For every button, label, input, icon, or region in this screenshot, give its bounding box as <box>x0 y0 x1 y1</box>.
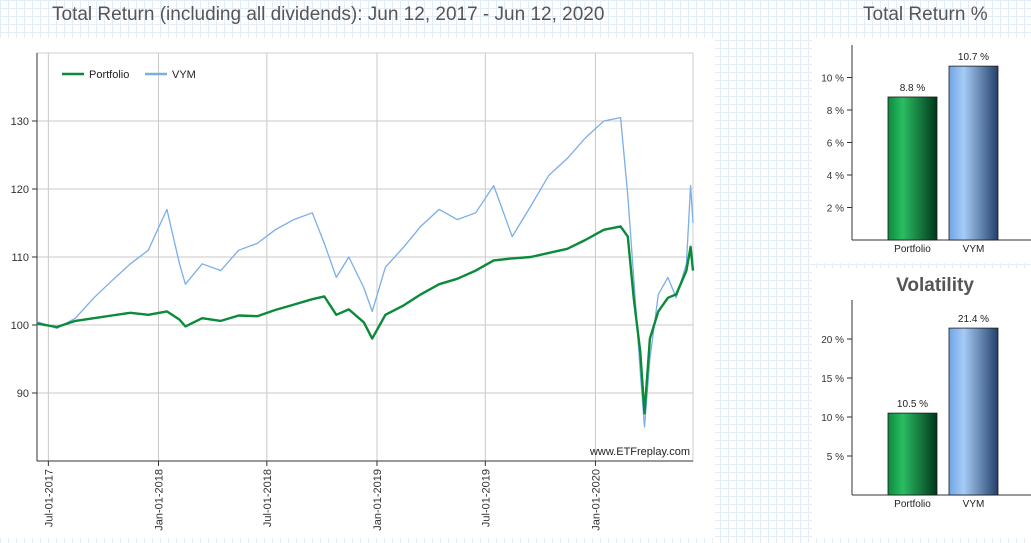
main-chart-title: Total Return (including all dividends): … <box>52 4 605 25</box>
watermark: www.ETFreplay.com <box>589 446 690 458</box>
y-tick-label: 2 % <box>827 204 844 215</box>
legend-label-portfolio: Portfolio <box>89 69 129 81</box>
y-tick-label: 100 <box>11 320 29 332</box>
line-chart: 90 100 110 120 130 Jul-01-2017 Jan-01-2018 Jul-… <box>11 52 695 531</box>
x-tick-label: Jan-01-2020 <box>590 469 602 531</box>
y-tick-label: 8 % <box>827 106 844 117</box>
y-tick-label: 90 <box>17 388 29 400</box>
bar-value-label: 21.4 % <box>958 314 989 325</box>
x-tick-label: Jul-01-2019 <box>480 469 492 527</box>
x-tick-label: Jan-01-2018 <box>154 469 166 531</box>
series-line-vym <box>36 116 694 428</box>
volatility-bar-panel: Volatility 5 % 10 % 15 % 20 % 10.5 % Portfolio… <box>812 268 1031 538</box>
bar-value-label: 10.7 % <box>958 52 989 63</box>
y-tick-label: 6 % <box>827 139 844 150</box>
bar-portfolio <box>887 412 938 496</box>
bar-portfolio <box>887 96 938 241</box>
series-line-portfolio <box>36 225 695 415</box>
x-tick-label: Jan-01-2019 <box>372 469 384 531</box>
bar-value-label: 10.5 % <box>897 399 928 410</box>
x-tick-label: Jul-01-2017 <box>43 469 55 527</box>
return-bar-panel: 2 % 4 % 6 % 8 % 10 % 8.8 % Portfolio 10.7 % VYM <box>812 38 1031 263</box>
line-chart-panel: 90 100 110 120 130 Jul-01-2017 Jan-01-2018 Jul-… <box>0 38 715 538</box>
total-return-bar-chart: 2 % 4 % 6 % 8 % 10 % 8.8 % Portfolio 10.7 % VYM <box>821 45 1031 255</box>
bar-value-label: 8.8 % <box>900 83 926 94</box>
y-tick-label: 130 <box>11 116 29 128</box>
y-tick-label: 10 % <box>821 413 844 424</box>
y-tick-label: 120 <box>11 184 29 196</box>
y-tick-label: 5 % <box>827 452 844 463</box>
y-tick-label: 20 % <box>821 335 844 346</box>
volatility-bar-chart: Volatility 5 % 10 % 15 % 20 % 10.5 % Portfolio… <box>821 275 1031 510</box>
x-category-label: VYM <box>963 499 985 510</box>
volatility-title: Volatility <box>896 275 974 296</box>
bar-vym <box>948 327 999 496</box>
legend-label-vym: VYM <box>172 69 196 81</box>
x-category-label: Portfolio <box>894 244 931 255</box>
y-tick-label: 15 % <box>821 374 844 385</box>
total-return-title: Total Return % <box>863 4 988 25</box>
y-tick-label: 10 % <box>821 74 844 85</box>
y-tick-label: 4 % <box>827 171 844 182</box>
bar-vym <box>948 65 999 241</box>
x-category-label: Portfolio <box>894 499 931 510</box>
y-tick-label: 110 <box>11 252 29 264</box>
x-category-label: VYM <box>963 244 985 255</box>
x-tick-label: Jul-01-2018 <box>262 469 274 527</box>
